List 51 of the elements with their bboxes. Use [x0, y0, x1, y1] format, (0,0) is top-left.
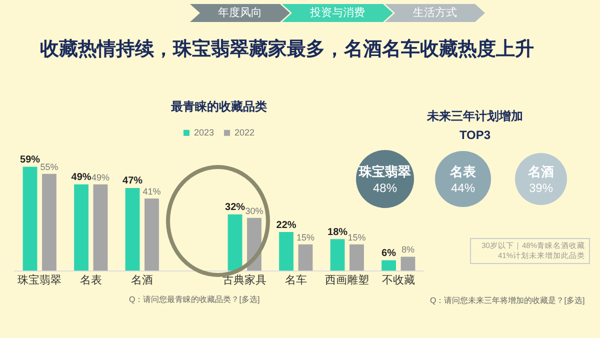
- category-label: 名酒: [526, 162, 555, 181]
- x-tick-label: 古典家具: [222, 273, 267, 286]
- text: TOP3: [458, 128, 492, 142]
- data-label: 55%: [40, 162, 58, 172]
- data-label: 32%: [225, 202, 246, 214]
- bar: [228, 214, 242, 271]
- legend-label: 2022: [234, 127, 255, 138]
- data-label: 59%: [20, 154, 40, 166]
- bar: [330, 239, 345, 271]
- category-label: 珠宝翡翠: [358, 163, 412, 181]
- text: 收藏热情持续，珠宝翡翠藏家最多，名酒名车收藏热度上升: [40, 38, 534, 62]
- data-label: 22%: [276, 220, 296, 231]
- category-label: 名表: [448, 162, 477, 181]
- bar: [42, 174, 56, 271]
- text: Q：请问您最青睐的收藏品类？[多选]: [129, 294, 260, 305]
- data-label: 30%: [245, 206, 264, 216]
- bar: [350, 244, 364, 271]
- bar: [93, 184, 108, 271]
- chart-title: 最青睐的收藏品类: [170, 100, 267, 114]
- data-label: 15%: [348, 232, 366, 242]
- text: Q：请问您未来三年将增加的收藏是？[多选]: [430, 295, 585, 306]
- bar: [382, 260, 396, 271]
- data-label: 41%: [142, 186, 161, 197]
- data-label: 6%: [382, 248, 396, 259]
- text: 投资与消费: [282, 4, 393, 22]
- bar: [279, 232, 294, 271]
- data-label: 18%: [328, 226, 348, 238]
- x-tick-label: 不收藏: [382, 273, 415, 286]
- x-tick-label: 名酒: [131, 273, 154, 286]
- text: 未来三年计划增加: [426, 108, 524, 125]
- data-label: 48%: [372, 181, 398, 195]
- x-tick-label: 名车: [284, 273, 307, 286]
- text: 生活方式: [385, 4, 485, 22]
- x-tick-label: 西画雕塑: [325, 273, 370, 286]
- bar: [74, 184, 88, 271]
- data-label: 44%: [450, 180, 476, 195]
- data-label: 39%: [528, 180, 554, 195]
- x-tick-label: 名表: [80, 273, 102, 286]
- bar: [22, 166, 38, 271]
- bar: [125, 188, 140, 271]
- bar: [400, 256, 416, 271]
- bar: [298, 244, 313, 271]
- data-label: 49%: [91, 172, 110, 182]
- text: 年度风向: [190, 4, 290, 22]
- data-label: 8%: [401, 244, 414, 255]
- data-label: 15%: [296, 232, 314, 242]
- legend-label: 2023: [194, 127, 214, 138]
- bar: [144, 198, 159, 271]
- data-label: 47%: [122, 176, 143, 187]
- x-tick-label: 珠宝翡翠: [18, 273, 62, 286]
- data-label: 49%: [71, 172, 92, 184]
